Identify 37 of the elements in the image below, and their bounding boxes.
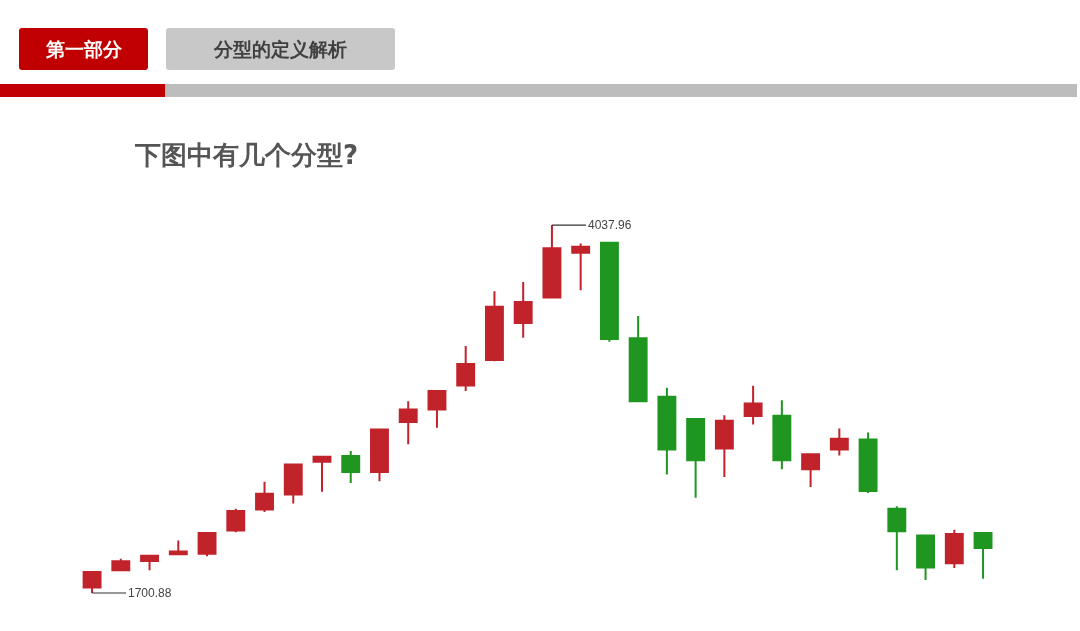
candlestick	[485, 290, 504, 363]
text: 第一部分	[19, 28, 148, 70]
candlestick	[111, 557, 131, 573]
candlestick	[973, 532, 993, 580]
candlestick	[283, 463, 303, 505]
candlestick	[657, 386, 677, 476]
chart-title: 下图中有几个分型?	[135, 139, 359, 172]
candlestick	[714, 414, 734, 479]
candlestick	[370, 427, 389, 483]
candlestick	[743, 384, 763, 426]
candlestick	[197, 532, 217, 558]
candlestick	[312, 455, 332, 493]
annotation: 4037.96	[588, 218, 632, 232]
candlestick	[341, 449, 361, 484]
candlestick	[82, 571, 102, 593]
candlestick	[772, 399, 792, 471]
candlestick	[916, 534, 936, 582]
candlestick	[944, 528, 964, 569]
candlestick	[398, 400, 418, 446]
candlestick	[140, 554, 159, 572]
candlestick	[858, 431, 878, 494]
candlestick	[801, 453, 821, 489]
candlestick	[456, 345, 476, 392]
candlestick	[571, 242, 591, 292]
text: 分型的定义解析	[166, 28, 395, 70]
annotation: 1700.88	[128, 586, 172, 600]
candlestick	[829, 427, 849, 457]
candlestick	[542, 224, 562, 300]
candlestick	[887, 505, 907, 572]
candlestick	[628, 314, 648, 404]
candlestick	[168, 539, 188, 556]
candlestick	[686, 417, 706, 499]
candlestick	[226, 507, 246, 534]
candlestick	[255, 480, 274, 514]
candlestick	[513, 281, 533, 339]
candlestick	[599, 241, 619, 343]
candlestick	[427, 389, 447, 429]
